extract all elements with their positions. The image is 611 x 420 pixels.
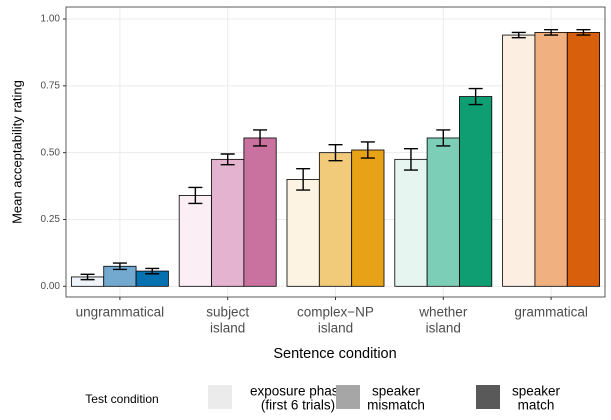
x-tick-label: island	[426, 321, 461, 336]
error-bar	[328, 143, 343, 162]
y-tick-label: 0.00	[41, 281, 61, 292]
plot-border	[65, 6, 606, 298]
bar	[502, 34, 536, 287]
bar	[318, 152, 353, 287]
legend-swatch	[336, 385, 360, 409]
bar	[566, 31, 601, 287]
bar	[243, 137, 277, 287]
error-bar	[220, 153, 235, 166]
error-bar	[544, 29, 559, 36]
legend-label: match	[518, 398, 555, 413]
error-bar	[360, 141, 375, 159]
bar	[351, 149, 385, 287]
bar	[286, 178, 320, 287]
y-tick-label: 0.50	[41, 147, 61, 158]
x-tick-label: subject	[206, 305, 249, 320]
legend-label: exposure phase	[250, 384, 346, 399]
x-axis-title: Sentence condition	[273, 346, 396, 362]
x-tick-label: whether	[418, 305, 468, 320]
error-bar	[80, 273, 95, 281]
error-bar	[296, 168, 311, 191]
x-tick-label: ungrammatical	[76, 305, 165, 320]
bar	[178, 195, 212, 287]
bar	[459, 96, 493, 287]
error-bar	[468, 87, 483, 106]
error-bar	[188, 186, 203, 205]
bar	[394, 158, 428, 287]
legend-label: speaker	[372, 384, 421, 399]
bar	[211, 158, 245, 287]
legend-label: (first 6 trials)	[261, 398, 335, 413]
legend-swatch	[476, 385, 500, 409]
error-bar	[511, 31, 526, 39]
x-tick-label: grammatical	[514, 305, 588, 320]
bar	[534, 31, 568, 287]
legend-title: Test condition	[85, 392, 158, 406]
error-bar	[112, 262, 127, 271]
legend-label: mismatch	[367, 398, 425, 413]
x-tick-label: island	[318, 321, 353, 336]
error-bar	[253, 129, 268, 147]
y-tick-label: 0.75	[41, 80, 61, 91]
x-tick-label: complex−NP	[297, 305, 374, 320]
error-bar	[576, 29, 591, 36]
bar	[426, 137, 460, 287]
y-tick-label: 0.25	[41, 214, 61, 225]
error-bar	[436, 129, 451, 147]
legend-label: speaker	[512, 384, 561, 399]
legend-swatch	[208, 385, 232, 409]
error-bar	[145, 267, 160, 275]
x-tick-label: island	[210, 321, 245, 336]
y-axis-title: Mean acceptability rating	[9, 80, 24, 224]
error-bar	[403, 147, 418, 171]
y-tick-label: 1.00	[41, 14, 61, 25]
